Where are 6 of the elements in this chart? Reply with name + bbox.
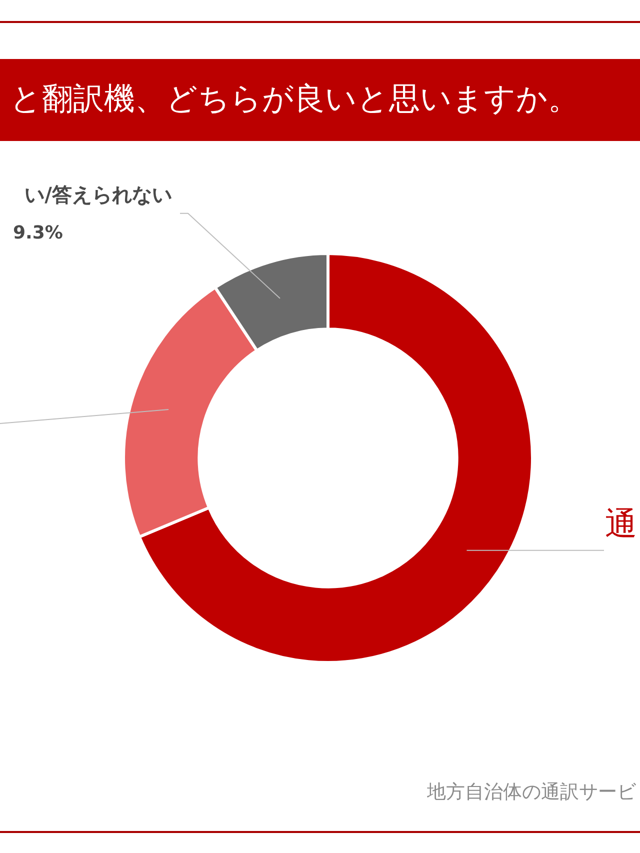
chart-title: と翻訳機、どちらが良いと思いますか。 xyxy=(10,80,579,118)
text: 地方自治体の通訳サービ xyxy=(427,780,636,804)
slice-label: い/答えられない xyxy=(24,182,172,206)
banner: と翻訳機、どちらが良いと思いますか。 xyxy=(0,59,640,141)
slice-label: 通 xyxy=(605,504,637,542)
data-label: 9.3% xyxy=(13,222,63,244)
